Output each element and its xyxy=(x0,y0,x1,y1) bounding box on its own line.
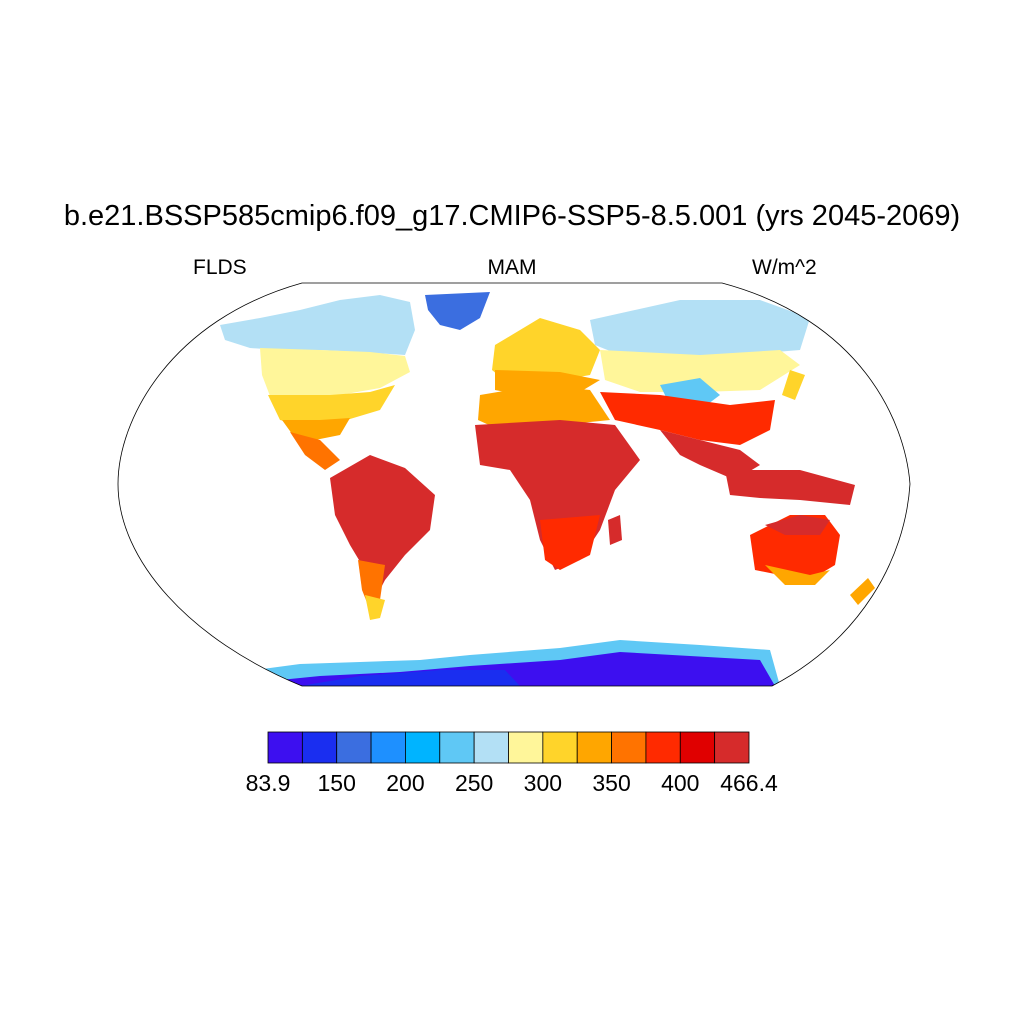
australia-north xyxy=(765,515,830,535)
colorbar-box-1 xyxy=(301,731,338,764)
colorbar-tick-label: 150 xyxy=(318,770,356,796)
units-label: W/m^2 xyxy=(752,256,817,279)
colorbar-tick-label: 250 xyxy=(455,770,493,796)
australia-south xyxy=(765,565,830,585)
colorbar-tick-label: 300 xyxy=(524,770,562,796)
colorbar-box-9 xyxy=(576,731,612,764)
colorbar-tick-label: 200 xyxy=(386,770,424,796)
north-america-mid xyxy=(260,348,410,398)
colorbar-box-8 xyxy=(542,731,578,764)
central-america xyxy=(290,432,340,470)
greenland xyxy=(425,292,490,330)
antarctica-mid xyxy=(300,670,520,686)
india-se-asia xyxy=(660,430,760,480)
colorbar-box-6 xyxy=(473,731,509,764)
africa xyxy=(475,420,640,570)
africa-north xyxy=(478,385,610,430)
colorbar-tick-label: 400 xyxy=(661,770,699,796)
land-fields xyxy=(220,292,875,686)
europe xyxy=(492,318,600,385)
season-label: MAM xyxy=(487,256,537,279)
colorbar-box-2 xyxy=(336,731,372,764)
globe-outline xyxy=(117,282,911,687)
south-america xyxy=(330,455,435,605)
europe-south xyxy=(495,370,600,395)
colorbar-tick-label: 350 xyxy=(592,770,630,796)
figure-title: b.e21.BSSP585cmip6.f09_g17.CMIP6-SSP5-8.… xyxy=(63,200,961,232)
colorbar-box-10 xyxy=(611,731,647,764)
madagascar xyxy=(608,515,622,545)
colorbar-box-12 xyxy=(679,731,716,764)
colorbar-tick-label: 466.4 xyxy=(720,770,778,796)
new-zealand xyxy=(850,578,875,605)
colorbar-box-11 xyxy=(645,731,681,764)
asia-south xyxy=(600,392,775,445)
africa-south xyxy=(540,515,600,570)
japan xyxy=(782,370,805,400)
south-america-tip xyxy=(365,595,385,620)
colorbar-box-13 xyxy=(714,731,750,764)
colorbar-box-4 xyxy=(405,731,441,764)
colorbar-tick-label: 83.9 xyxy=(246,770,291,796)
colorbar-box-5 xyxy=(439,731,475,764)
colorbar-box-0 xyxy=(267,731,303,764)
indonesia xyxy=(725,470,855,505)
asia-mid xyxy=(600,350,800,392)
variable-label: FLDS xyxy=(193,256,247,279)
asia-north xyxy=(590,300,810,360)
north-america-south xyxy=(268,385,395,425)
colorbar-box-3 xyxy=(370,731,406,764)
colorbar-box-7 xyxy=(508,731,544,764)
north-america-north xyxy=(220,295,415,355)
